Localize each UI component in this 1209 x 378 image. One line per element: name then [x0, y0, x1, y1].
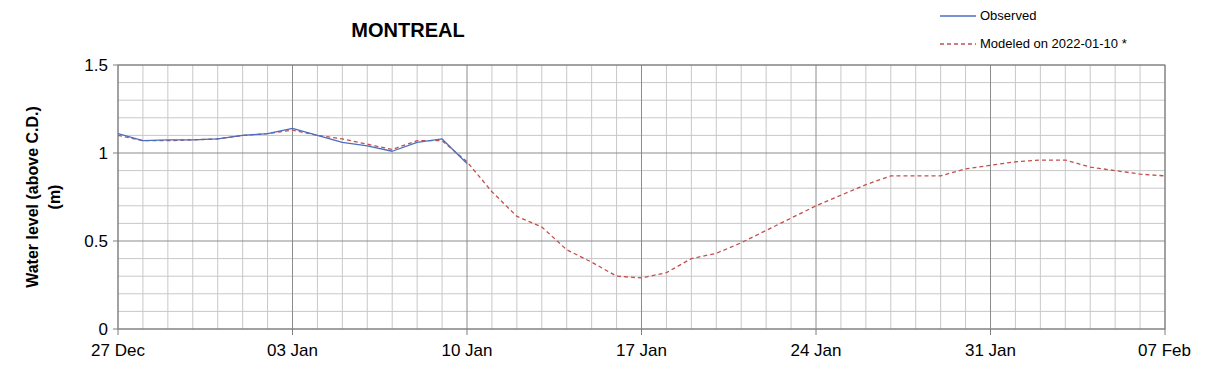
minor-grid-line	[442, 65, 443, 329]
minor-grid-line	[142, 65, 143, 329]
minor-grid-line	[1040, 65, 1041, 329]
minor-grid-line	[417, 65, 418, 329]
title: MONTREAL	[351, 19, 464, 41]
y-axis-label: Water level (above C.D.) (m)	[24, 106, 63, 288]
y-tick	[113, 241, 118, 242]
minor-grid-line	[766, 65, 767, 329]
legend-line	[940, 43, 976, 44]
minor-grid-line	[267, 65, 268, 329]
series-line	[118, 128, 467, 163]
plot-frame	[118, 65, 1165, 329]
minor-grid-line	[915, 65, 916, 329]
y-tick-label: 1.5	[84, 56, 108, 75]
axes: 0 0.5 1 1.5 27 Dec 03 Jan 10 Jan 17 Jan 24 Jan 31…	[84, 56, 1191, 360]
minor-grid-line	[890, 65, 891, 329]
minor-grid-line	[541, 65, 542, 329]
minor-grid-line	[940, 65, 941, 329]
minor-grid-line	[716, 65, 717, 329]
minor-grid-line	[566, 65, 567, 329]
minor-grid-line	[192, 65, 193, 329]
minor-grid-line	[791, 65, 792, 329]
minor-grid-line	[591, 65, 592, 329]
minor-grid-line	[516, 65, 517, 329]
minor-grid-line	[217, 65, 218, 329]
grid-line	[467, 65, 468, 329]
minor-grid-line	[1065, 65, 1066, 329]
x-tick-label: 24 Jan	[790, 341, 841, 360]
x-tick-label: 07 Feb	[1138, 341, 1191, 360]
x-tick	[118, 329, 119, 335]
y-tick-label: 1	[99, 144, 108, 163]
minor-grid-line	[1140, 65, 1141, 329]
x-tick-label: 03 Jan	[267, 341, 318, 360]
grid-line	[292, 65, 293, 329]
x-tick	[816, 329, 817, 335]
grid-line	[990, 65, 991, 329]
x-tick-label: 27 Dec	[91, 341, 145, 360]
x-tick	[467, 329, 468, 335]
y-axis-label-line: (m)	[46, 185, 63, 210]
series-group	[118, 128, 1165, 278]
minor-grid-line	[840, 65, 841, 329]
x-tick	[641, 329, 642, 335]
legend-label: Observed	[980, 8, 1036, 23]
grid-line	[816, 65, 817, 329]
minor-grid-line	[865, 65, 866, 329]
minor-grid-line	[1090, 65, 1091, 329]
legend-label: Modeled on 2022-01-10 *	[980, 36, 1127, 51]
y-tick	[113, 329, 118, 330]
minor-grid-line	[242, 65, 243, 329]
minor-grid-line	[691, 65, 692, 329]
minor-grid-line	[392, 65, 393, 329]
minor-grid-line	[367, 65, 368, 329]
minor-grid-line	[491, 65, 492, 329]
minor-grid-line	[167, 65, 168, 329]
x-tick-label: 17 Jan	[616, 341, 667, 360]
minor-grid	[118, 65, 1165, 329]
minor-grid-line	[616, 65, 617, 329]
y-tick-label: 0	[99, 320, 108, 339]
series-line	[118, 130, 1165, 278]
legend-line	[940, 15, 976, 16]
minor-grid-line	[741, 65, 742, 329]
minor-grid-line	[1015, 65, 1016, 329]
x-tick-label: 31 Jan	[965, 341, 1016, 360]
legend: Observed Modeled on 2022-01-10 *	[940, 8, 1127, 51]
x-tick	[990, 329, 991, 335]
grid-line	[641, 65, 642, 329]
chart: 0 0.5 1 1.5 27 Dec 03 Jan 10 Jan 17 Jan 24 Jan 31…	[0, 0, 1209, 378]
x-tick	[292, 329, 293, 335]
y-tick-label: 0.5	[84, 232, 108, 251]
y-axis-label-line: Water level (above C.D.)	[24, 106, 41, 288]
x-tick	[1165, 329, 1166, 335]
minor-grid-line	[317, 65, 318, 329]
y-tick	[113, 153, 118, 154]
minor-grid-line	[666, 65, 667, 329]
minor-grid-line	[342, 65, 343, 329]
x-tick-label: 10 Jan	[441, 341, 492, 360]
y-tick	[113, 65, 118, 66]
minor-grid-line	[965, 65, 966, 329]
minor-grid-line	[1115, 65, 1116, 329]
